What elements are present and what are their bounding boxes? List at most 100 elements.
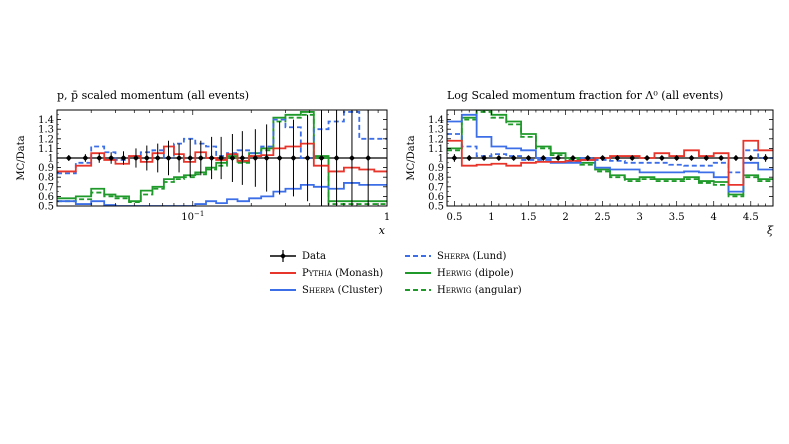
- data-point: [451, 155, 458, 161]
- legend-tune-herwig-dipole: (dipole): [474, 267, 514, 279]
- x-tick-label-base: 4: [711, 212, 717, 223]
- x-tick-label: 1.5: [521, 212, 537, 223]
- legend-label-data: Data: [302, 250, 326, 262]
- data-point: [229, 155, 236, 161]
- legend-item-data: Data: [270, 249, 326, 263]
- x-tick-label: 2.5: [595, 212, 611, 223]
- series-line-herwig-dipole: [447, 110, 773, 196]
- data-point: [762, 155, 769, 161]
- y-axis-label-right: MC/Data: [406, 135, 417, 180]
- x-tick-label: 4.5: [743, 212, 759, 223]
- series-line-sherpa-lund: [57, 111, 387, 175]
- y-tick-label: 0.7: [428, 182, 444, 193]
- x-tick-label: 3: [636, 212, 642, 223]
- legend-tune-pythia: (Monash): [335, 267, 384, 279]
- x-tick-label: 4: [711, 212, 717, 223]
- data-point: [82, 155, 89, 161]
- data-point: [569, 155, 576, 161]
- series-line-sherpa-lund: [447, 133, 773, 174]
- x-tick-label-base: 4.5: [743, 212, 759, 223]
- x-tick-label-base: 0.5: [446, 212, 462, 223]
- chart-title-right: Log Scaled momentum fraction for Λ⁰ (all…: [447, 89, 723, 102]
- panel-left: p, p̄ scaled momentum (all events) MC/Da…: [16, 89, 390, 237]
- data-point: [365, 155, 372, 161]
- data-point: [732, 155, 739, 161]
- data-point: [197, 155, 204, 161]
- data-point: [629, 155, 636, 161]
- data-point: [333, 155, 340, 161]
- x-tick-label: 0.5: [446, 212, 462, 223]
- y-tick-label: 1.3: [428, 125, 444, 136]
- data-point: [495, 155, 502, 161]
- series-line-herwig-angular: [57, 113, 387, 205]
- data-point: [688, 155, 695, 161]
- plot-area: [57, 110, 387, 206]
- x-tick-label-base: 3: [636, 212, 642, 223]
- y-tick-label: 1.4: [428, 115, 444, 126]
- panel-right: Log Scaled momentum fraction for Λ⁰ (all…: [406, 89, 774, 237]
- data-point: [555, 155, 562, 161]
- data-point: [96, 155, 103, 161]
- y-tick-label: 0.5: [428, 202, 444, 213]
- legend-name-sherpa-cluster: Sherpa: [302, 284, 335, 296]
- legend-name-sherpa-lund: Sherpa: [437, 250, 470, 262]
- data-point: [525, 155, 532, 161]
- x-tick-label: 1: [384, 212, 390, 223]
- y-tick-label: 0.8: [38, 173, 54, 184]
- legend: Data Pythia (Monash) Sherpa (Cluster) Sh…: [270, 249, 600, 297]
- data-point: [348, 155, 355, 161]
- x-tick-label: 2: [562, 212, 568, 223]
- series-line-pythia: [447, 139, 773, 186]
- x-tick-label-exponent: −1: [194, 210, 204, 218]
- y-tick-label: 1.3: [38, 125, 54, 136]
- data-point: [318, 155, 325, 161]
- legend-swatch-herwig-angular: [405, 289, 431, 291]
- data-point: [165, 155, 172, 161]
- legend-tune-sherpa-lund: (Lund): [472, 250, 507, 262]
- y-tick-label: 1: [438, 154, 444, 165]
- y-tick-label: 1.2: [38, 134, 54, 145]
- legend-item-herwig-angular: Herwig (angular): [405, 283, 522, 297]
- y-tick-label: 1: [48, 154, 54, 165]
- data-point: [658, 155, 665, 161]
- data-point: [239, 155, 246, 161]
- x-tick-label: 10−1: [181, 210, 204, 223]
- plot-frame: [56, 109, 388, 207]
- data-point: [304, 155, 311, 161]
- series-line-sherpa-cluster: [447, 113, 773, 193]
- plot-area: [447, 110, 773, 198]
- y-tick-label: 0.9: [38, 163, 54, 174]
- legend-tune-sherpa-cluster: (Cluster): [337, 284, 383, 296]
- y-tick-label: 0.5: [38, 202, 54, 213]
- x-tick-label-base: 2.5: [595, 212, 611, 223]
- legend-swatch-pythia: [270, 272, 296, 274]
- legend-swatch-data: [270, 250, 296, 262]
- data-point: [481, 155, 488, 161]
- legend-swatch-herwig-dipole: [405, 272, 431, 274]
- y-tick-label: 1.1: [38, 144, 54, 155]
- data-point: [599, 155, 606, 161]
- y-tick-label: 0.6: [38, 192, 54, 203]
- data-point: [510, 155, 517, 161]
- y-tick-label: 1.2: [428, 134, 444, 145]
- data-point: [218, 155, 225, 161]
- y-tick-label: 1.1: [428, 144, 444, 155]
- legend-item-pythia: Pythia (Monash): [270, 266, 383, 280]
- data-point: [276, 155, 283, 161]
- data-point: [176, 155, 183, 161]
- x-axis-label-right: ξ: [767, 224, 774, 237]
- legend-swatch-sherpa-cluster: [270, 289, 296, 291]
- data-point: [540, 155, 547, 161]
- legend-item-sherpa-lund: Sherpa (Lund): [405, 249, 506, 263]
- x-tick-label-base: 1: [488, 212, 494, 223]
- data-point: [208, 155, 215, 161]
- data-point: [584, 155, 591, 161]
- x-axis-label-left: x: [379, 224, 386, 237]
- y-axis-label-left: MC/Data: [16, 135, 27, 180]
- plot-frame: [446, 109, 774, 207]
- data-point: [614, 155, 621, 161]
- legend-swatch-sherpa-lund: [405, 255, 431, 257]
- chart-title-left: p, p̄ scaled momentum (all events): [57, 89, 249, 102]
- x-tick-label: 1: [488, 212, 494, 223]
